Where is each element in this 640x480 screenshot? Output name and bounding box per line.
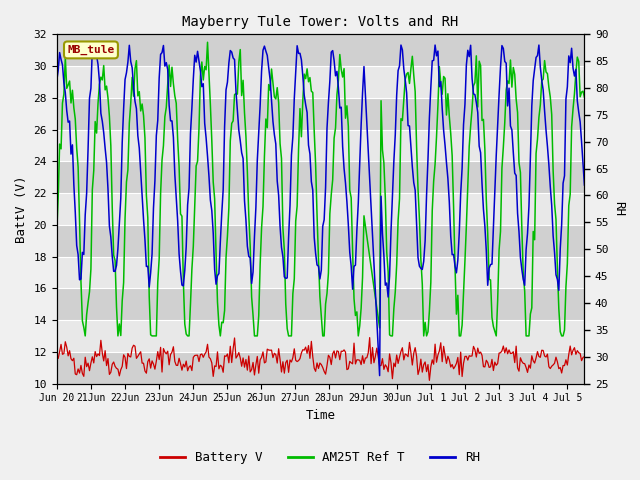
Legend: Battery V, AM25T Ref T, RH: Battery V, AM25T Ref T, RH <box>155 446 485 469</box>
Text: MB_tule: MB_tule <box>67 45 115 55</box>
Title: Mayberry Tule Tower: Volts and RH: Mayberry Tule Tower: Volts and RH <box>182 15 459 29</box>
Y-axis label: RH: RH <box>612 202 625 216</box>
Y-axis label: BattV (V): BattV (V) <box>15 175 28 243</box>
Bar <box>57 161 584 193</box>
Bar <box>57 35 584 66</box>
Bar <box>57 352 584 384</box>
Bar <box>57 225 584 256</box>
X-axis label: Time: Time <box>305 409 335 422</box>
Bar <box>57 288 584 320</box>
Bar <box>57 98 584 130</box>
